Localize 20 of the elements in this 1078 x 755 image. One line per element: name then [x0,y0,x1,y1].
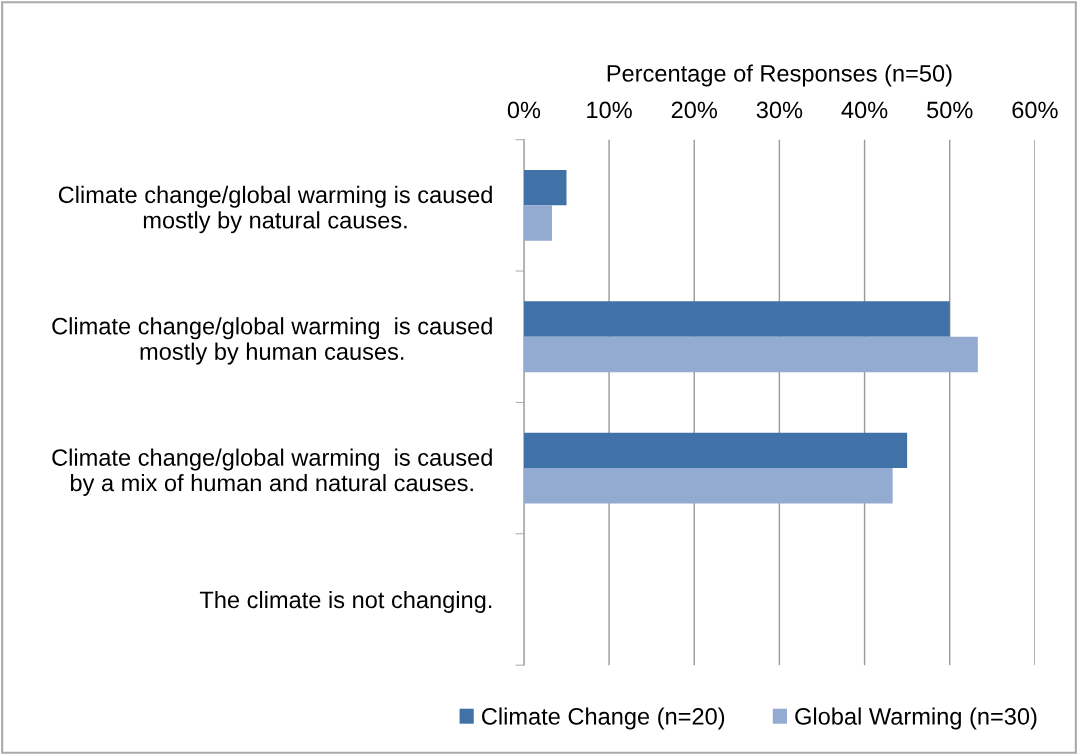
x-tick-label: 40% [841,101,888,119]
bar [523,432,908,469]
x-tick-label: 20% [671,101,718,119]
bar [523,301,950,337]
bar [523,169,567,206]
y-tick-label: Climate change/global warming is caused mostly by human causes. [52,317,492,365]
x-tick-label: 0% [507,101,541,119]
legend-label: Global Warming (n=30) [795,707,1037,730]
x-tick-label: 50% [927,101,973,119]
bar [523,468,893,504]
x-tick-label: 10% [587,101,632,119]
x-tick-label: 60% [1012,101,1058,119]
y-tick-label: Climate change/global warming is caused by a mix of human and natural causes. [52,448,492,496]
y-tick-label: The climate is not changing. [199,590,492,613]
y-tick-label: Climate change/global warming is caused mostly by natural causes. [58,185,492,234]
bar [523,336,978,373]
x-tick-label: 30% [756,101,803,119]
bar [523,205,553,241]
x-axis-title: Percentage of Responses (n=50) [607,64,952,87]
legend-label: Climate Change (n=20) [482,707,725,730]
